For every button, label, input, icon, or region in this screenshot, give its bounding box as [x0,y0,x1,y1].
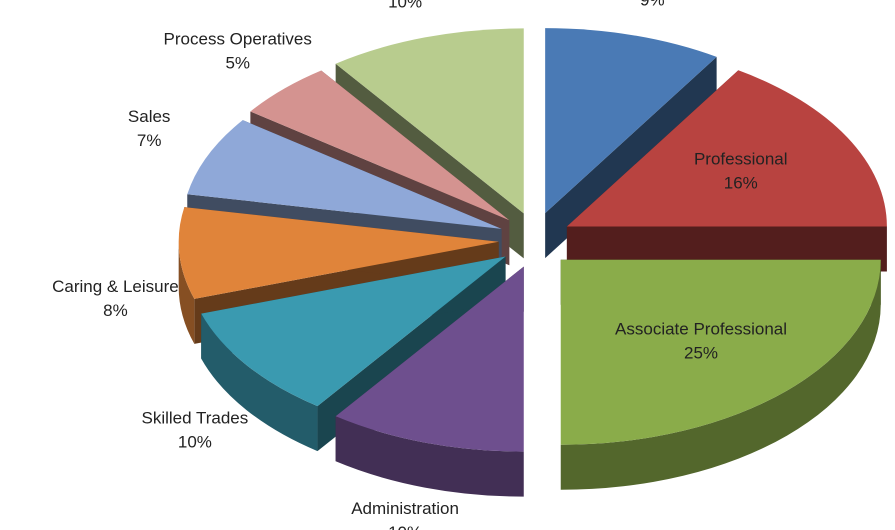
slice-label: Caring & Leisure [52,277,179,296]
slice-value-label: 7% [137,131,162,150]
slice-label: Skilled Trades [141,408,248,427]
slice-label: Professional [694,150,788,169]
slice-value-label: 16% [724,174,758,193]
slice-outer-wall [201,313,318,452]
slice [566,70,887,227]
slice-label: Administration [351,499,459,518]
slice [545,28,717,214]
slice-value-label: 9% [640,0,665,9]
slice-value-label: 5% [225,54,250,73]
slice [178,207,499,299]
slice-value-label: 8% [103,301,128,320]
slice-outer-wall [178,241,195,344]
slice [201,256,506,407]
slice-outer-wall [560,259,881,490]
slice-label: Process Operatives [164,30,312,49]
slice-value-label: 10% [388,523,422,530]
slice-value-label: 10% [178,432,212,451]
slice-outer-wall [335,416,524,497]
slice [187,120,502,229]
slice [250,70,510,221]
slice-value-label: 25% [684,343,718,362]
slice-label: Sales [128,107,171,126]
slice [560,259,881,445]
slice [335,28,524,214]
slice-tops [178,28,887,452]
slice [335,266,524,452]
slice-label: Associate Professional [615,319,787,338]
slice-value-label: 10% [388,0,422,12]
